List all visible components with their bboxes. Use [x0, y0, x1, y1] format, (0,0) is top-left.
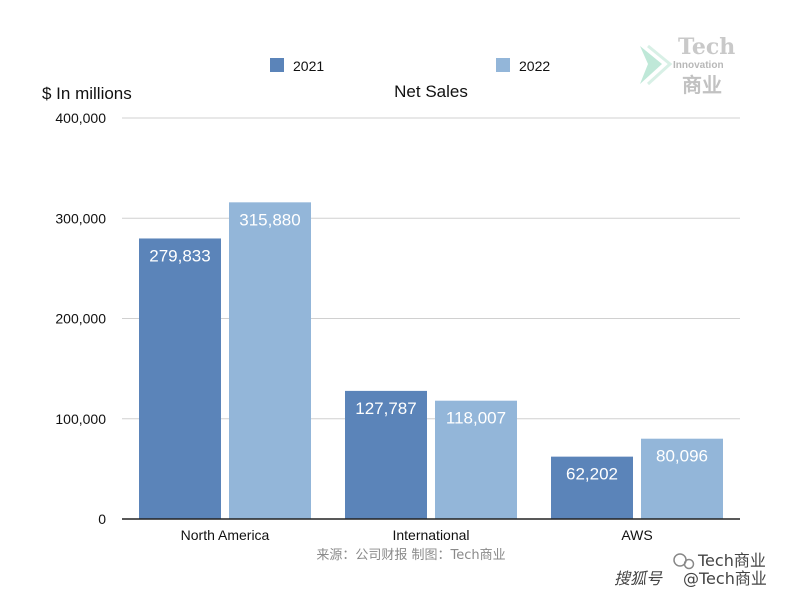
- y-tick-label: 100,000: [55, 411, 106, 427]
- x-tick-label: AWS: [621, 527, 652, 543]
- legend-label-2021: 2021: [293, 58, 324, 74]
- bar-north-america-2022: [229, 202, 311, 519]
- bar-layer: [139, 202, 723, 520]
- grid-layer: 0 100,000 200,000 300,000 400,000: [55, 110, 740, 527]
- data-label-aws-2021: 62,202: [566, 465, 618, 484]
- y-tick-label: 0: [98, 511, 106, 527]
- watermark-bottom: Tech商业 搜狐号 @Tech商业: [614, 551, 767, 588]
- watermark-title: Tech: [678, 34, 735, 60]
- watermark-bottom-line1: Tech商业: [697, 551, 766, 570]
- data-label-international-2021: 127,787: [355, 399, 416, 418]
- x-tick-label: North America: [181, 527, 270, 543]
- watermark-subtitle: Innovation: [673, 60, 724, 71]
- watermark-logo: Tech Innovation 商业: [640, 34, 735, 97]
- legend-swatch-2021: [270, 58, 284, 72]
- wechat-icon-small: [683, 558, 695, 570]
- data-label-north-america-2022: 315,880: [239, 210, 300, 229]
- watermark-bottom-prefix: 搜狐号: [614, 569, 663, 588]
- x-tick-label: International: [392, 527, 469, 543]
- bar-north-america-2021: [139, 238, 221, 520]
- watermark-arrow-icon: [640, 46, 662, 84]
- bar-international-2021: [345, 390, 427, 519]
- bar-aws-2021: [551, 456, 633, 519]
- bar-aws-2022: [641, 438, 723, 519]
- data-label-aws-2022: 80,096: [656, 447, 708, 466]
- y-tick-label: 400,000: [55, 110, 106, 126]
- source-note: 来源：公司财报 制图：Tech商业: [316, 548, 505, 563]
- chart-title: Net Sales: [394, 82, 468, 101]
- data-label-international-2022: 118,007: [446, 409, 506, 428]
- watermark-chinese: 商业: [682, 73, 722, 97]
- legend: 2021 2022: [270, 58, 550, 74]
- y-tick-label: 300,000: [55, 210, 106, 226]
- watermark-arrow-outline-icon: [646, 44, 673, 86]
- y-axis-label: $ In millions: [42, 84, 132, 103]
- legend-label-2022: 2022: [519, 58, 550, 74]
- watermark-bottom-line2: @Tech商业: [683, 569, 767, 588]
- data-label-north-america-2021: 279,833: [149, 246, 210, 265]
- label-layer: 279,833 315,880 North America 127,787 118,00…: [149, 210, 708, 543]
- legend-swatch-2022: [496, 58, 510, 72]
- y-tick-label: 200,000: [55, 311, 106, 327]
- bar-international-2022: [435, 400, 517, 519]
